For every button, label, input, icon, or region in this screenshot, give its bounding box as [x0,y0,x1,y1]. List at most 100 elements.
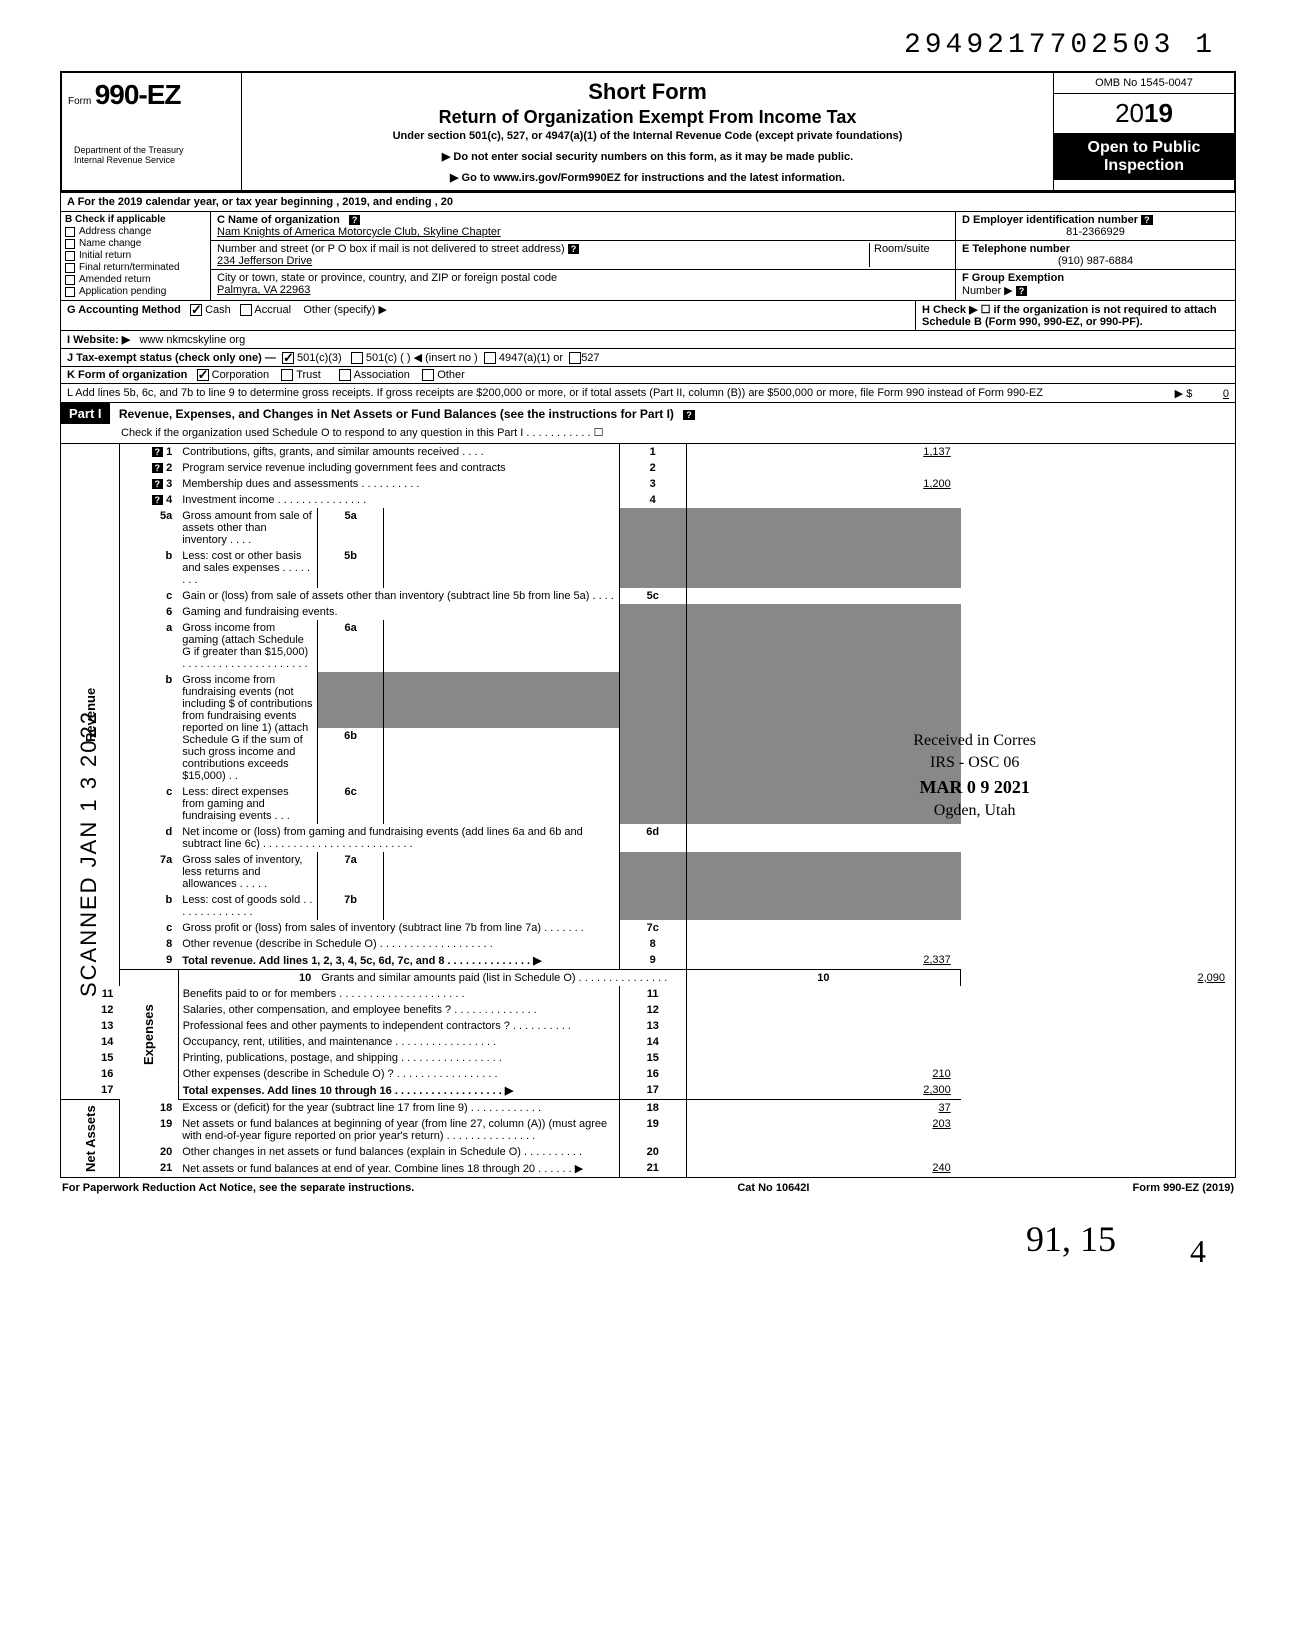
chk-trust[interactable] [281,369,293,381]
chk-other-org[interactable] [422,369,434,381]
line-9-val: 2,337 [686,952,961,970]
addr-label: Number and street (or P O box if mail is… [217,243,565,255]
part1-title: Revenue, Expenses, and Changes in Net As… [113,404,680,424]
line-5b-desc: Less: cost or other basis and sales expe… [178,548,317,588]
line-10-desc: Grants and similar amounts paid (list in… [317,970,686,987]
ein-value: 81-2366929 [962,226,1229,238]
received-stamp: Received in Corres IRS - OSC 06 MAR 0 9 … [913,730,1036,822]
line-7c-val [686,920,961,936]
dln-number: 2949217702503 1 [60,30,1236,61]
line-19-desc: Net assets or fund balances at beginning… [178,1116,619,1144]
line-9-desc: Total revenue. Add lines 1, 2, 3, 4, 5c,… [178,952,619,970]
side-expenses: Expenses [119,970,178,1100]
footer-catno: Cat No 10642I [737,1182,809,1194]
g-other: Other (specify) ▶ [303,304,387,316]
line-11-val [686,986,961,1002]
line-2-desc: Program service revenue including govern… [178,460,619,476]
part1-header: Part I Revenue, Expenses, and Changes in… [60,403,1236,444]
chk-association[interactable] [339,369,351,381]
side-netassets: Net Assets [61,1100,120,1178]
chk-accrual[interactable] [240,304,252,316]
footer-form: Form 990-EZ (2019) [1133,1182,1234,1194]
line-10-val: 2,090 [961,970,1236,987]
chk-name-change[interactable]: Name change [65,238,206,249]
chk-501c[interactable] [351,352,363,364]
website-value: www nkmcskyline org [139,334,245,346]
title-short-form: Short Form [252,79,1043,105]
section-b: B Check if applicable Address change Nam… [61,212,211,300]
city-value: Palmyra, VA 22963 [217,284,310,296]
section-bcdef: B Check if applicable Address change Nam… [60,212,1236,301]
line-12-desc: Salaries, other compensation, and employ… [178,1002,619,1018]
form-page: SCANNED JAN 1 3 2022 2949217702503 1 For… [60,30,1236,1260]
title-return: Return of Organization Exempt From Incom… [252,107,1043,128]
chk-501c3[interactable] [282,352,294,364]
line-12-val [686,1002,961,1018]
header-right: OMB No 1545-0047 2019 Open to Public Ins… [1054,73,1234,190]
line-6c-desc: Less: direct expenses from gaming and fu… [178,784,317,824]
j-label: J Tax-exempt status (check only one) — [67,352,276,364]
line-19-val: 203 [686,1116,961,1144]
line-6d-desc: Net income or (loss) from gaming and fun… [178,824,619,852]
chk-527[interactable] [569,352,581,364]
dept-treasury: Department of the Treasury [74,145,229,155]
line-7c-desc: Gross profit or (loss) from sales of inv… [178,920,619,936]
chk-initial-return[interactable]: Initial return [65,250,206,261]
line-18-val: 37 [686,1100,961,1117]
line-6d-val [686,824,961,852]
line-20-desc: Other changes in net assets or fund bala… [178,1144,619,1160]
line-16-desc: Other expenses (describe in Schedule O) … [178,1066,619,1082]
side-revenue: Revenue [61,444,120,986]
line-21-val: 240 [686,1160,961,1178]
line-14-val [686,1034,961,1050]
h-text: H Check ▶ ☐ if the organization is not r… [915,301,1235,330]
g-label: G Accounting Method [67,304,181,316]
form-number: 990-EZ [95,79,181,110]
help-icon: ? [568,244,580,254]
f-label: F Group Exemption [962,272,1064,284]
tax-year: 2019 [1054,94,1234,133]
line-16-val: 210 [686,1066,961,1082]
line-18-desc: Excess or (deficit) for the year (subtra… [178,1100,619,1117]
line-2-val [686,460,961,476]
line-17-val: 2,300 [686,1082,961,1100]
row-i: I Website: ▶ www nkmcskyline org [60,331,1236,349]
line-7a-desc: Gross sales of inventory, less returns a… [178,852,317,892]
line-14-desc: Occupancy, rent, utilities, and maintena… [178,1034,619,1050]
header-mid: Short Form Return of Organization Exempt… [242,73,1054,190]
chk-final-return[interactable]: Final return/terminated [65,262,206,273]
room-suite-label: Room/suite [869,243,949,267]
street-address: 234 Jefferson Drive [217,255,312,267]
footer-paperwork: For Paperwork Reduction Act Notice, see … [62,1182,414,1194]
page-footer: For Paperwork Reduction Act Notice, see … [60,1178,1236,1198]
k-label: K Form of organization [67,369,187,381]
chk-4947[interactable] [484,352,496,364]
chk-address-change[interactable]: Address change [65,226,206,237]
help-icon: ? [1016,286,1028,296]
help-icon: ? [1141,215,1153,225]
help-icon: ? [683,410,695,420]
chk-corporation[interactable] [197,369,209,381]
chk-application-pending[interactable]: Application pending [65,286,206,297]
line-6-desc: Gaming and fundraising events. [178,604,619,620]
l-value: 0 [1223,388,1229,400]
note-ssn: ▶ Do not enter social security numbers o… [252,150,1043,163]
line-6b-desc: Gross income from fundraising events (no… [178,672,317,784]
line-3-val: 1,200 [686,476,961,492]
line-15-desc: Printing, publications, postage, and shi… [178,1050,619,1066]
f-label2: Number ▶ [962,285,1013,297]
line-1-desc: Contributions, gifts, grants, and simila… [178,444,619,460]
line-4-desc: Investment income . . . . . . . . . . . … [178,492,619,508]
line-13-desc: Professional fees and other payments to … [178,1018,619,1034]
row-j: J Tax-exempt status (check only one) — 5… [60,349,1236,367]
line-11-desc: Benefits paid to or for members . . . . … [178,986,619,1002]
form-header: Form 990-EZ Department of the Treasury I… [60,71,1236,193]
line-3-desc: Membership dues and assessments . . . . … [178,476,619,492]
line-1-val: 1,137 [686,444,961,460]
section-def: D Employer identification number ? 81-23… [955,212,1235,300]
dept-irs: Internal Revenue Service [74,155,229,165]
chk-cash[interactable] [190,304,202,316]
note-url: ▶ Go to www.irs.gov/Form990EZ for instru… [252,171,1043,184]
chk-amended[interactable]: Amended return [65,274,206,285]
subtitle: Under section 501(c), 527, or 4947(a)(1)… [252,130,1043,142]
